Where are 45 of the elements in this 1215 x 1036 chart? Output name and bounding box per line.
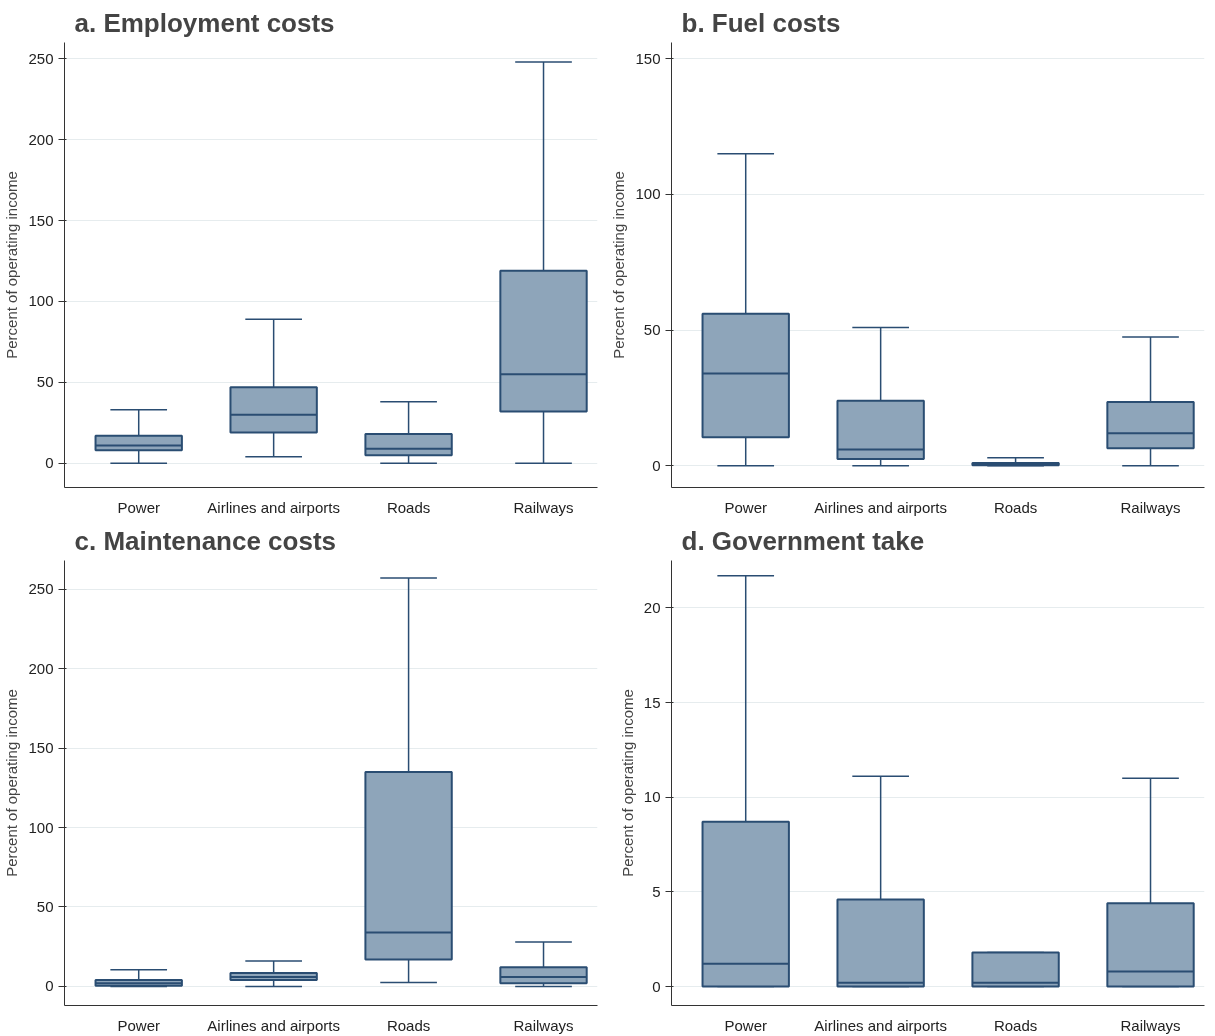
x-tick-label: Power [724, 1016, 767, 1034]
x-tick-label: Airlines and airports [814, 1016, 947, 1034]
x-tick-label: Railways [513, 498, 574, 516]
y-tick-label: 150 [635, 49, 661, 67]
y-axis-title: Percent of operating income [618, 689, 636, 877]
x-tick-label: Power [724, 498, 767, 516]
y-tick-label: 250 [28, 49, 54, 67]
x-tick-label: Airlines and airports [207, 1016, 340, 1034]
y-tick-label: 20 [643, 598, 661, 616]
y-tick-label: 150 [28, 211, 54, 229]
y-tick-label: 200 [28, 130, 54, 148]
y-tick-label: 0 [652, 456, 661, 474]
x-tick-label: Roads [386, 498, 431, 516]
y-tick-label: 50 [36, 373, 54, 391]
y-tick-label: 50 [643, 321, 661, 339]
chart-title: c. Maintenance costs [74, 525, 337, 556]
y-axis-title: Percent of operating income [3, 171, 21, 359]
x-tick-label: Power [117, 1016, 160, 1034]
chart-title: a. Employment costs [74, 7, 335, 38]
y-tick-label: 100 [635, 185, 661, 203]
x-tick-label: Railways [1120, 498, 1181, 516]
y-tick-label: 0 [45, 977, 54, 995]
y-tick-label: 250 [28, 580, 54, 598]
y-axis-title: Percent of operating income [610, 171, 628, 359]
x-tick-label: Airlines and airports [814, 498, 947, 516]
x-tick-label: Railways [1120, 1016, 1181, 1034]
y-tick-label: 200 [28, 659, 54, 677]
chart-title: d. Government take [681, 525, 925, 556]
y-tick-label: 15 [643, 693, 661, 711]
chart-title: b. Fuel costs [681, 7, 841, 38]
y-tick-label: 5 [652, 882, 661, 900]
y-tick-label: 100 [28, 818, 54, 836]
y-tick-label: 0 [652, 977, 661, 995]
y-tick-label: 10 [643, 788, 661, 806]
y-tick-label: 50 [36, 897, 54, 915]
x-tick-label: Roads [993, 498, 1038, 516]
y-tick-label: 0 [45, 454, 54, 472]
x-tick-label: Roads [993, 1016, 1038, 1034]
x-tick-label: Power [117, 498, 160, 516]
y-tick-label: 150 [28, 739, 54, 757]
y-tick-label: 100 [28, 292, 54, 310]
y-axis-title: Percent of operating income [3, 689, 21, 877]
x-tick-label: Railways [513, 1016, 574, 1034]
x-tick-label: Airlines and airports [207, 498, 340, 516]
x-tick-label: Roads [386, 1016, 431, 1034]
